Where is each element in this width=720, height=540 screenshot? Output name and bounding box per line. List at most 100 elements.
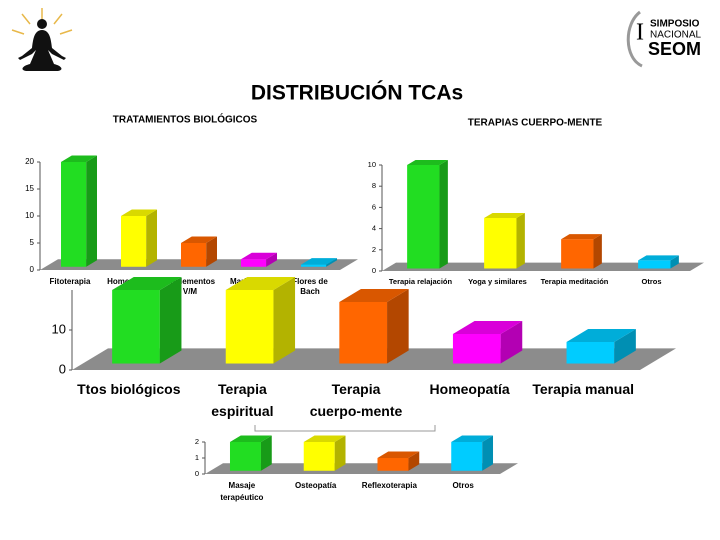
- logo-numeral: I: [636, 20, 644, 46]
- bar-top: [451, 435, 494, 442]
- bar-side: [593, 234, 602, 269]
- logo-text: SIMPOSIO: [650, 19, 700, 30]
- floor: [382, 262, 704, 271]
- bar-top: [638, 255, 679, 261]
- logo: I SIMPOSIO NACIONAL SEOM: [626, 10, 702, 68]
- y-tick-label: 2: [195, 437, 199, 446]
- x-tick-label: Otros: [452, 481, 474, 490]
- bar-side: [670, 255, 679, 269]
- bar-top: [112, 277, 182, 290]
- y-tick-label: 5: [30, 238, 35, 247]
- y-tick-label: 6: [372, 202, 376, 211]
- bar-side: [614, 329, 636, 364]
- y-tick-label: 0: [30, 265, 35, 274]
- bar-front: [407, 165, 440, 269]
- bar: [561, 234, 602, 269]
- x-tick-label: Reflexoterapia: [362, 481, 418, 490]
- x-tick-label: Masaje terapéutico: [220, 481, 263, 502]
- chart-title: TERAPIAS CUERPO-MENTE: [468, 118, 603, 129]
- bar-front: [566, 342, 615, 364]
- y-tick-label: 15: [25, 184, 34, 193]
- x-tick-label: Terapia cuerpo-mente: [310, 381, 403, 419]
- bar: [121, 209, 157, 267]
- bar: [452, 321, 523, 364]
- bar: [638, 255, 679, 269]
- bar: [407, 159, 448, 269]
- bar-top: [225, 277, 296, 290]
- bar-top: [407, 159, 448, 165]
- bar-side: [266, 252, 277, 267]
- bar-front: [638, 260, 671, 269]
- bar-front: [484, 218, 517, 269]
- bar: [303, 435, 346, 471]
- x-tick-label: Terapia relajación: [389, 277, 453, 286]
- bar: [225, 277, 296, 364]
- chart-title: TRATAMIENTOS BIOLÓGICOS: [113, 113, 258, 126]
- bar-top: [301, 258, 337, 265]
- slide-title: DISTRIBUCIÓN TCAs: [251, 81, 463, 105]
- y-tick-label: 10: [52, 321, 66, 336]
- bar-side: [326, 258, 337, 267]
- x-tick-label: Ttos biológicos: [77, 381, 181, 397]
- bar: [112, 277, 182, 364]
- bracket: [254, 425, 436, 432]
- bar-front: [452, 334, 501, 364]
- x-tick-label: Suplementos V/M: [165, 277, 216, 296]
- x-tick-label: Flores de Bach: [292, 277, 328, 296]
- x-tick-label: Otros: [641, 277, 661, 286]
- y-tick-label: 2: [372, 245, 376, 254]
- bar-top: [121, 209, 157, 216]
- bar-side: [146, 209, 157, 267]
- bar-side: [439, 159, 448, 269]
- bar-top: [61, 155, 97, 162]
- bar-top: [452, 321, 523, 334]
- bar-front: [112, 290, 160, 364]
- bar: [301, 258, 337, 267]
- logo-text: NACIONAL: [650, 30, 702, 41]
- y-tick-label: 4: [372, 224, 376, 233]
- bar-side: [260, 435, 272, 471]
- bar-front: [303, 442, 335, 471]
- bar-top: [561, 234, 602, 240]
- bar: [181, 236, 217, 267]
- x-tick-label: Terapia meditación: [541, 277, 609, 286]
- bar: [451, 435, 494, 471]
- logo-text: SEOM: [648, 39, 701, 59]
- y-tick-label: 8: [372, 181, 376, 190]
- bar-top: [303, 435, 346, 442]
- x-tick-label: Osteopatía: [295, 481, 337, 490]
- bar-side: [516, 212, 525, 269]
- bar-top: [339, 289, 409, 302]
- y-tick-label: 0: [372, 266, 376, 275]
- bar: [484, 212, 525, 269]
- x-tick-label: Homeopatía: [430, 381, 510, 397]
- x-tick-label: Yoga y similares: [468, 277, 527, 286]
- bar-top: [241, 252, 277, 260]
- bar-side: [500, 321, 523, 364]
- bar: [339, 289, 409, 364]
- bar-front: [181, 243, 207, 267]
- bar-front: [225, 290, 274, 364]
- x-tick-label: Terapia manual: [532, 381, 634, 397]
- bar-top: [181, 236, 217, 243]
- bar-top: [484, 212, 525, 218]
- bar-side: [387, 289, 409, 364]
- bar-front: [61, 162, 87, 267]
- bar-side: [334, 435, 346, 471]
- bar-front: [301, 264, 327, 267]
- bar-top: [566, 329, 636, 342]
- y-tick-label: 0: [195, 469, 199, 478]
- y-tick-label: 10: [25, 211, 34, 220]
- bar-side: [86, 155, 97, 267]
- y-tick-label: 10: [368, 160, 376, 169]
- y-tick-label: 0: [59, 361, 66, 376]
- yoga-icon: [11, 8, 73, 71]
- bar-side: [408, 451, 420, 471]
- bar-front: [241, 259, 267, 267]
- y-tick-label: 1: [195, 453, 199, 462]
- bar-top: [377, 451, 420, 458]
- bar: [229, 435, 272, 471]
- bar: [61, 155, 97, 267]
- bar-front: [229, 442, 261, 471]
